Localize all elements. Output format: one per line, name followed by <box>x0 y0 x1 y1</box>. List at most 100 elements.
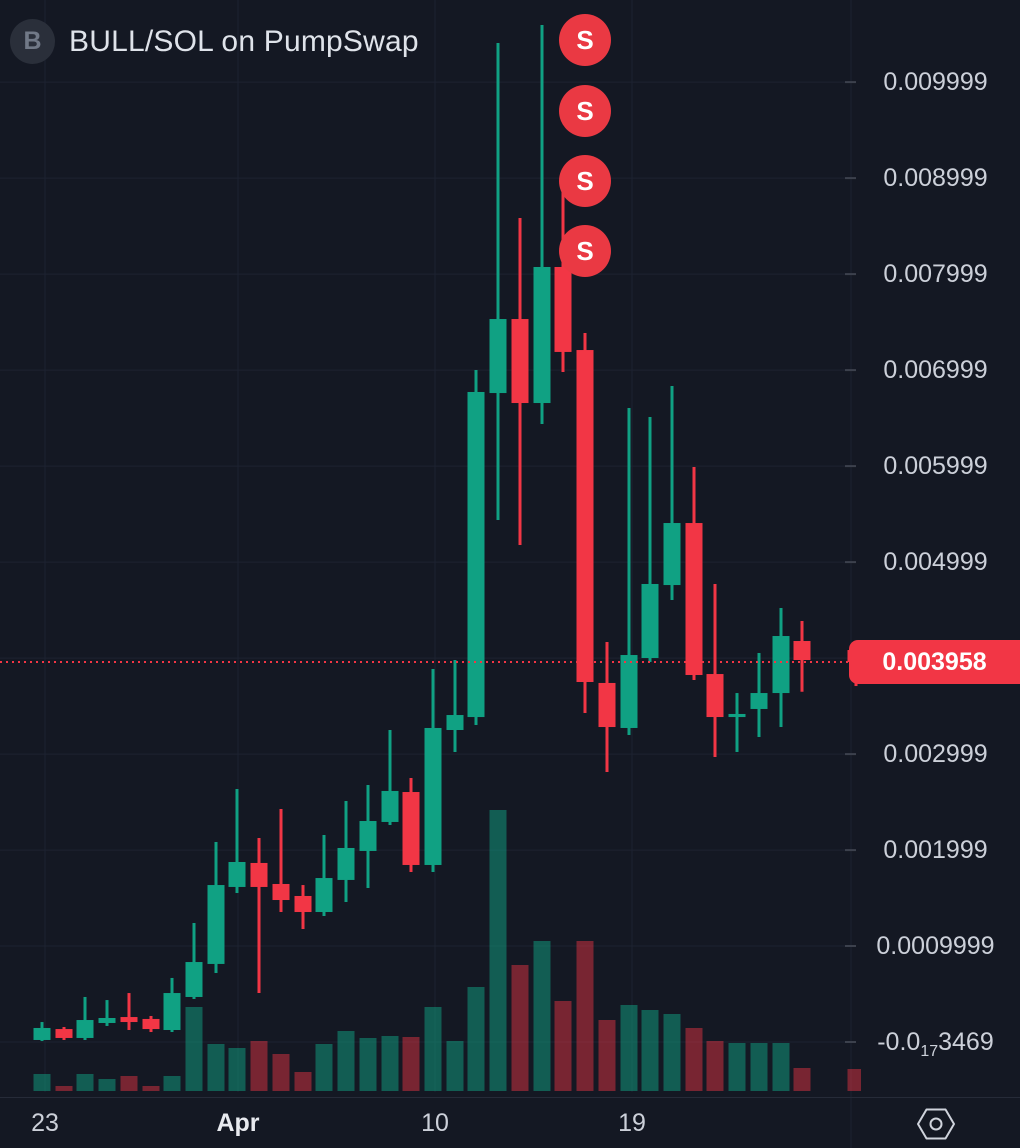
token-logo-badge: B <box>10 19 55 64</box>
candle <box>728 693 746 752</box>
volume-bar <box>641 1010 659 1091</box>
volume-bar <box>847 1069 861 1091</box>
candle <box>228 789 246 894</box>
candle <box>250 838 268 994</box>
sell-marker[interactable]: S <box>559 225 611 277</box>
volume-layer <box>33 810 861 1091</box>
sell-marker[interactable]: S <box>559 155 611 207</box>
volume-bar <box>424 1007 442 1091</box>
candle <box>706 583 724 757</box>
volume-bar <box>120 1076 138 1091</box>
candle <box>55 1027 73 1040</box>
volume-bar <box>315 1044 333 1091</box>
volume-bar <box>142 1086 160 1091</box>
volume-bar <box>511 965 529 1091</box>
price-axis-label: 0.006999 <box>883 356 988 385</box>
candle <box>533 24 551 424</box>
price-axis-label: 0.001999 <box>883 836 988 865</box>
candle <box>554 187 572 373</box>
volume-bar <box>793 1068 811 1091</box>
volume-bar <box>598 1020 616 1091</box>
candle <box>98 1000 116 1026</box>
price-axis-label: -0.0173469 <box>877 1028 994 1060</box>
volume-bar <box>750 1043 768 1091</box>
candle <box>381 730 399 826</box>
time-axis-label: 19 <box>618 1109 646 1137</box>
candle <box>424 669 442 872</box>
volume-bar <box>228 1048 246 1091</box>
volume-bar <box>337 1031 355 1091</box>
candle <box>685 466 703 680</box>
volume-bar <box>685 1028 703 1091</box>
volume-bar <box>207 1044 225 1091</box>
volume-bar <box>294 1072 312 1091</box>
candle <box>185 922 203 999</box>
candle <box>663 386 681 601</box>
volume-bar <box>489 810 507 1091</box>
price-axis-label: 0.007999 <box>883 260 988 289</box>
current-price-badge: 0.003958 <box>849 640 1020 685</box>
candle <box>641 417 659 663</box>
time-axis-label: Apr <box>216 1109 260 1137</box>
candle <box>489 43 507 520</box>
price-axis-label: 0.005999 <box>883 452 988 481</box>
candle <box>750 653 768 738</box>
candle <box>772 607 790 728</box>
volume-bar <box>533 941 551 1091</box>
volume-bar <box>98 1079 116 1091</box>
candle <box>793 621 811 692</box>
time-axis-label: 23 <box>31 1109 59 1137</box>
price-axis-label: 0.002999 <box>883 740 988 769</box>
volume-bar <box>620 1005 638 1091</box>
volume-bar <box>554 1001 572 1091</box>
volume-bar <box>272 1054 290 1091</box>
sell-marker[interactable]: S <box>559 85 611 137</box>
grid-layer <box>0 0 856 1148</box>
candle <box>467 370 485 726</box>
candle <box>576 333 594 714</box>
volume-bar <box>381 1036 399 1091</box>
volume-bar <box>772 1043 790 1091</box>
candle <box>402 778 420 872</box>
token-logo-letter: B <box>23 27 42 55</box>
price-axis-label: 0.009999 <box>883 68 988 97</box>
candle <box>76 996 94 1040</box>
candle <box>294 885 312 930</box>
candle <box>207 842 225 973</box>
candle <box>446 660 464 752</box>
candle <box>272 809 290 913</box>
price-axis[interactable]: 0.009999 0.008999 0.007999 0.006999 0.005999… <box>851 0 1020 1096</box>
symbol-header: B BULL/SOL on PumpSwap <box>10 19 419 64</box>
volume-bar <box>185 1007 203 1091</box>
volume-bar <box>728 1043 746 1091</box>
volume-bar <box>250 1041 268 1091</box>
candle <box>359 785 377 889</box>
scale-settings-icon[interactable] <box>916 1107 956 1141</box>
time-axis-label: 10 <box>421 1109 449 1137</box>
price-axis-label: 0.0009999 <box>876 932 995 960</box>
time-axis[interactable]: 23 Apr 10 19 <box>0 1097 851 1148</box>
sell-marker[interactable]: S <box>559 14 611 66</box>
candle <box>620 408 638 735</box>
candle <box>120 993 138 1030</box>
candle <box>598 641 616 772</box>
volume-bar <box>76 1074 94 1091</box>
volume-bar <box>663 1014 681 1091</box>
candle <box>163 977 181 1033</box>
volume-bar <box>467 987 485 1091</box>
volume-bar <box>55 1086 73 1091</box>
volume-bar <box>402 1037 420 1091</box>
volume-bar <box>33 1074 51 1091</box>
price-axis-label: 0.008999 <box>883 164 988 193</box>
symbol-title: BULL/SOL on PumpSwap <box>69 24 419 58</box>
volume-bar <box>576 941 594 1091</box>
candle <box>511 218 529 546</box>
candle <box>142 1015 160 1033</box>
candles-layer <box>33 24 861 1042</box>
volume-bar <box>359 1038 377 1091</box>
current-price-value: 0.003958 <box>882 647 987 676</box>
volume-bar <box>163 1076 181 1091</box>
volume-bar <box>706 1041 724 1091</box>
